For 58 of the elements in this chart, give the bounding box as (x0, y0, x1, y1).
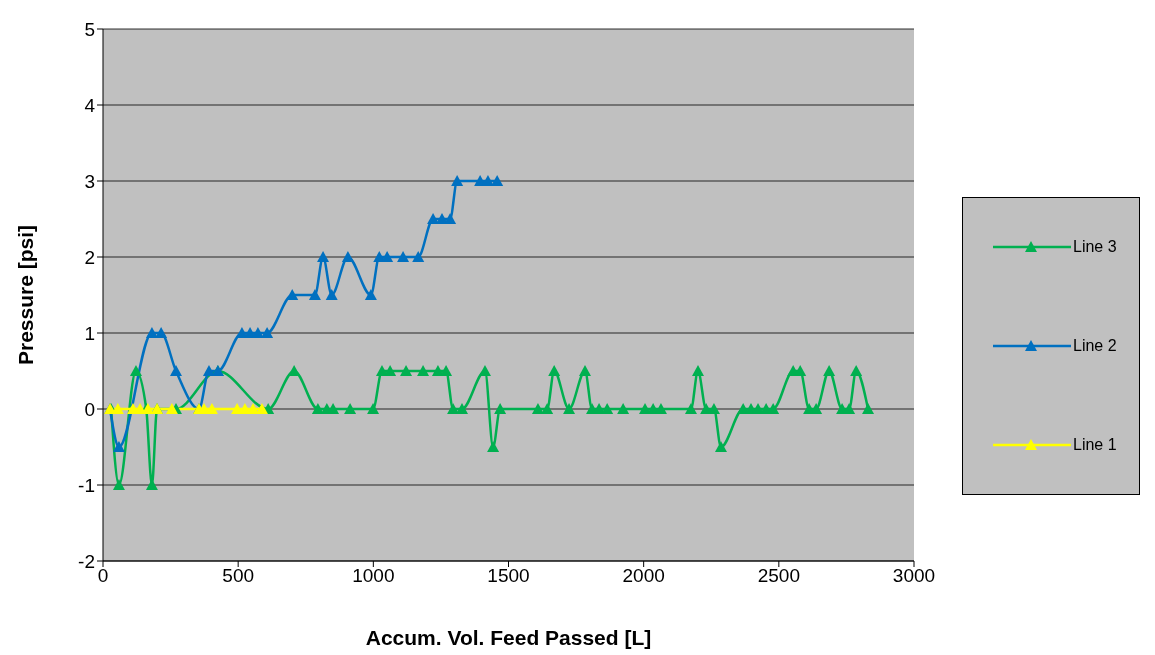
y-tick-label: 4 (84, 94, 96, 116)
x-tick-label: 1000 (352, 565, 395, 587)
point (692, 365, 704, 376)
point (487, 441, 500, 452)
point (325, 289, 338, 300)
y-tick-label: 3 (84, 170, 95, 192)
y-tick-label: 1 (84, 322, 95, 344)
point (317, 251, 330, 262)
point (202, 365, 215, 376)
y-tick-label: -1 (78, 474, 95, 496)
x-tick-label: 1500 (487, 565, 530, 587)
point (261, 327, 274, 338)
point (155, 327, 168, 338)
x-tick-label: 2000 (622, 565, 665, 587)
x-tick-label: 500 (222, 565, 255, 587)
x-axis-title: Accum. Vol. Feed Passed [L] (365, 626, 652, 649)
point (617, 403, 630, 414)
point (451, 175, 464, 186)
y-tick-label: -2 (78, 550, 95, 572)
y-axis-title: Pressure [psi] (14, 224, 38, 366)
legend-label: Line 1 (1073, 435, 1117, 454)
legend-label: Line 3 (1073, 238, 1117, 257)
point (341, 251, 354, 262)
point (714, 441, 727, 452)
x-tick-label: 3000 (892, 565, 936, 587)
point (862, 403, 875, 414)
point (563, 403, 576, 414)
point (112, 479, 125, 490)
point (456, 403, 468, 414)
x-tick-label: 2500 (757, 565, 800, 587)
point (579, 365, 591, 376)
point (417, 365, 430, 376)
point (169, 365, 182, 376)
point (311, 403, 324, 414)
point (397, 251, 410, 262)
point (367, 403, 380, 414)
point (548, 365, 561, 376)
legend-label: Line 2 (1073, 336, 1117, 355)
point (491, 175, 504, 186)
point (684, 403, 697, 414)
point (412, 251, 425, 262)
point (364, 289, 377, 300)
point (400, 365, 413, 376)
point (112, 441, 125, 452)
point (541, 403, 554, 414)
y-tick-label: 2 (84, 246, 95, 268)
point (308, 289, 321, 300)
point (145, 327, 158, 338)
point (129, 365, 142, 376)
point (494, 403, 507, 414)
point (850, 365, 863, 376)
point (344, 403, 357, 414)
y-tick-label: 5 (84, 18, 95, 40)
point (478, 365, 491, 376)
y-tick-label: 0 (84, 398, 95, 420)
point (531, 403, 544, 414)
point (165, 403, 178, 414)
point (823, 365, 836, 376)
